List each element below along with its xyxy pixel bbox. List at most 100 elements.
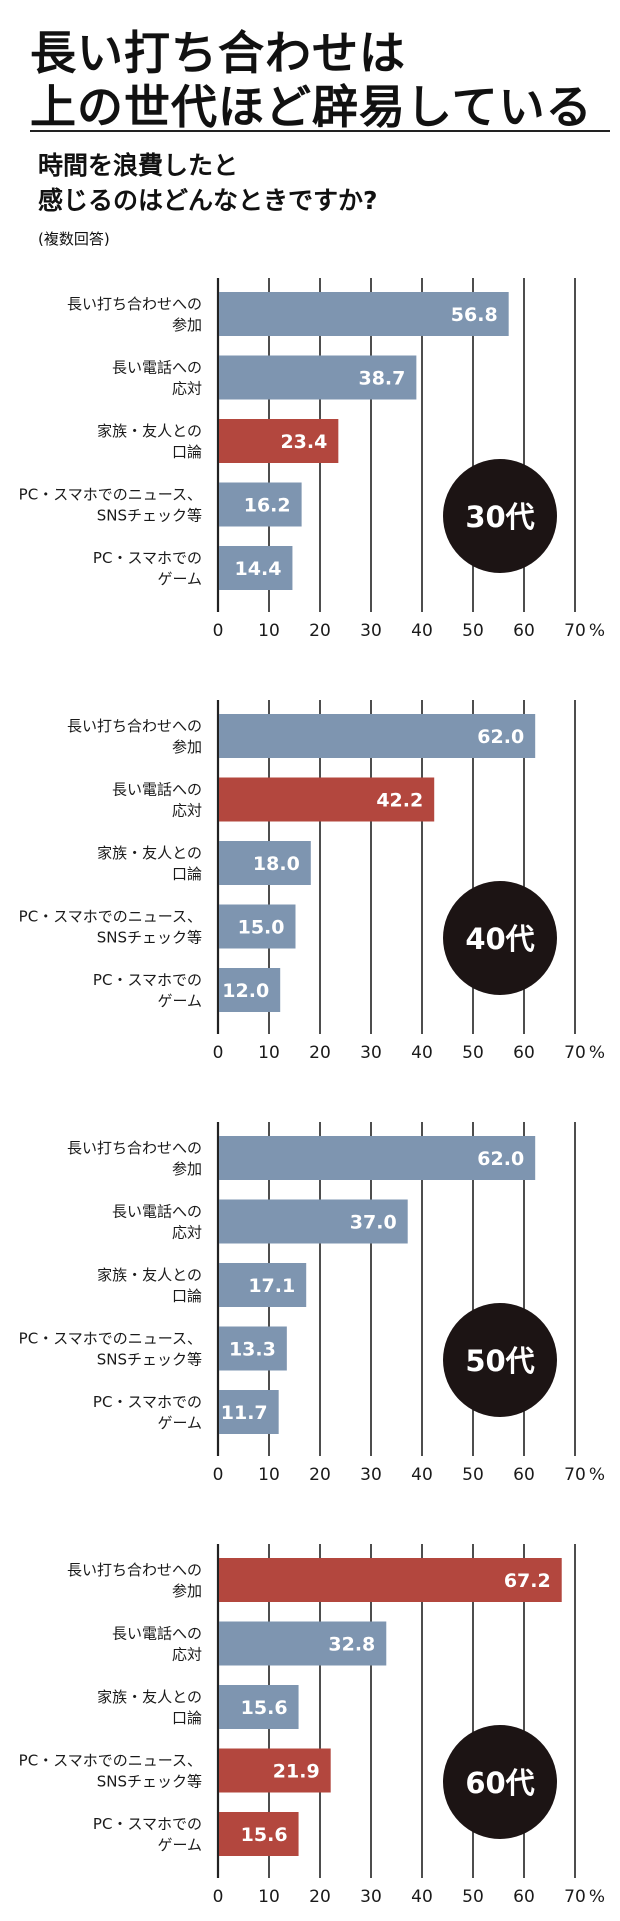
- x-tick-label-10: 10: [258, 1465, 280, 1484]
- bar-4: [219, 968, 281, 1012]
- headline-line-1: 長い打ち合わせは: [30, 26, 406, 80]
- x-tick-label-40: 40: [411, 1465, 433, 1484]
- bar-3: [219, 904, 296, 949]
- bar-value-label-3: 13.3: [229, 1339, 276, 1361]
- bar-value-label-2: 15.6: [241, 1697, 288, 1719]
- x-tick-label-60: 60: [513, 621, 535, 640]
- age-badge: [443, 459, 557, 573]
- bar-value-label-4: 15.6: [241, 1824, 288, 1846]
- bar-1: [219, 777, 435, 822]
- x-tick-label-30: 30: [360, 1043, 382, 1062]
- category-label-0-line-0: 長い打ち合わせへの: [67, 1139, 202, 1157]
- bar-3: [219, 1326, 287, 1371]
- age-badge-label: 40代: [465, 922, 534, 956]
- x-tick-label-0: 0: [213, 1887, 224, 1906]
- category-label-0-line-1: 参加: [172, 1582, 202, 1600]
- x-tick-label-50: 50: [462, 621, 484, 640]
- category-label-3-line-0: PC・スマホでのニュース、: [19, 1752, 202, 1770]
- category-label-2-line-1: 口論: [172, 443, 202, 461]
- bar-value-label-1: 37.0: [350, 1212, 397, 1234]
- page-headline: 長い打ち合わせは 上の世代ほど辟易している: [30, 26, 610, 134]
- category-label-3-line-1: SNSチェック等: [97, 1773, 202, 1791]
- x-tick-label-30: 30: [360, 621, 382, 640]
- bar-2: [219, 1263, 307, 1307]
- question-note: (複数回答): [38, 230, 110, 248]
- category-label-4-line-1: ゲーム: [157, 1414, 202, 1432]
- category-label-1-line-0: 長い電話への: [112, 359, 202, 377]
- category-label-4-line-1: ゲーム: [157, 992, 202, 1010]
- category-label-0-line-1: 参加: [172, 738, 202, 756]
- bar-1: [219, 355, 417, 400]
- age-badge-label: 30代: [465, 500, 534, 534]
- x-unit-label: %: [589, 1887, 605, 1906]
- bar-value-label-0: 67.2: [504, 1570, 551, 1592]
- x-tick-label-0: 0: [213, 621, 224, 640]
- category-label-1-line-0: 長い電話への: [112, 1203, 202, 1221]
- x-tick-label-70: 70: [564, 1043, 586, 1062]
- category-label-2-line-1: 口論: [172, 865, 202, 883]
- x-tick-label-70: 70: [564, 621, 586, 640]
- category-label-0-line-0: 長い打ち合わせへの: [67, 717, 202, 735]
- category-label-4-line-1: ゲーム: [157, 1836, 202, 1854]
- x-tick-label-20: 20: [309, 1465, 331, 1484]
- x-tick-label-50: 50: [462, 1887, 484, 1906]
- bar-4: [219, 546, 293, 590]
- x-tick-label-10: 10: [258, 1887, 280, 1906]
- headline-line-2: 上の世代ほど辟易している: [30, 80, 593, 134]
- category-label-3-line-1: SNSチェック等: [97, 929, 202, 947]
- category-label-1-line-0: 長い電話への: [112, 781, 202, 799]
- bar-value-label-3: 15.0: [238, 917, 285, 939]
- age-badge: [443, 881, 557, 995]
- category-label-2-line-0: 家族・友人との: [97, 1688, 202, 1706]
- x-tick-label-70: 70: [564, 1465, 586, 1484]
- x-tick-label-70: 70: [564, 1887, 586, 1906]
- category-label-2-line-1: 口論: [172, 1709, 202, 1727]
- x-unit-label: %: [589, 621, 605, 640]
- category-label-2-line-0: 家族・友人との: [97, 844, 202, 862]
- category-label-1-line-1: 応対: [172, 1224, 202, 1242]
- x-tick-label-40: 40: [411, 621, 433, 640]
- bar-value-label-1: 42.2: [376, 790, 423, 812]
- category-label-0-line-0: 長い打ち合わせへの: [67, 1561, 202, 1579]
- bar-value-label-4: 11.7: [221, 1402, 268, 1424]
- question-line-2-text: 感じるのはどんなときですか?: [38, 186, 378, 215]
- category-label-2-line-1: 口論: [172, 1287, 202, 1305]
- x-tick-label-60: 60: [513, 1887, 535, 1906]
- category-label-2-line-0: 家族・友人との: [97, 422, 202, 440]
- bar-value-label-0: 56.8: [451, 304, 498, 326]
- bar-value-label-4: 14.4: [235, 558, 282, 580]
- x-tick-label-20: 20: [309, 1043, 331, 1062]
- category-label-0-line-1: 参加: [172, 316, 202, 334]
- x-unit-label: %: [589, 1043, 605, 1062]
- age-badge-label: 60代: [465, 1766, 534, 1800]
- category-label-0-line-1: 参加: [172, 1160, 202, 1178]
- x-tick-label-50: 50: [462, 1465, 484, 1484]
- question-line-2: 感じるのはどんなときですか? (複数回答): [38, 183, 598, 257]
- bar-3: [219, 1748, 331, 1793]
- bar-0: [219, 1558, 562, 1602]
- x-tick-label-60: 60: [513, 1465, 535, 1484]
- bar-value-label-3: 16.2: [244, 495, 291, 517]
- bar-value-label-4: 12.0: [222, 980, 269, 1002]
- category-label-2-line-0: 家族・友人との: [97, 1266, 202, 1284]
- category-label-1-line-1: 応対: [172, 802, 202, 820]
- bar-0: [219, 292, 509, 336]
- category-label-3-line-1: SNSチェック等: [97, 1351, 202, 1369]
- category-label-4-line-0: PC・スマホでの: [93, 549, 202, 567]
- x-tick-label-50: 50: [462, 1043, 484, 1062]
- bar-value-label-2: 23.4: [280, 431, 327, 453]
- bar-value-label-1: 38.7: [358, 368, 405, 390]
- x-tick-label-20: 20: [309, 621, 331, 640]
- category-label-3-line-1: SNSチェック等: [97, 507, 202, 525]
- x-tick-label-40: 40: [411, 1887, 433, 1906]
- category-label-4-line-1: ゲーム: [157, 570, 202, 588]
- category-label-0-line-0: 長い打ち合わせへの: [67, 295, 202, 313]
- bar-value-label-0: 62.0: [477, 726, 524, 748]
- x-tick-label-10: 10: [258, 621, 280, 640]
- x-tick-label-30: 30: [360, 1465, 382, 1484]
- question-line-1: 時間を浪費したと: [38, 151, 239, 180]
- category-label-4-line-0: PC・スマホでの: [93, 1393, 202, 1411]
